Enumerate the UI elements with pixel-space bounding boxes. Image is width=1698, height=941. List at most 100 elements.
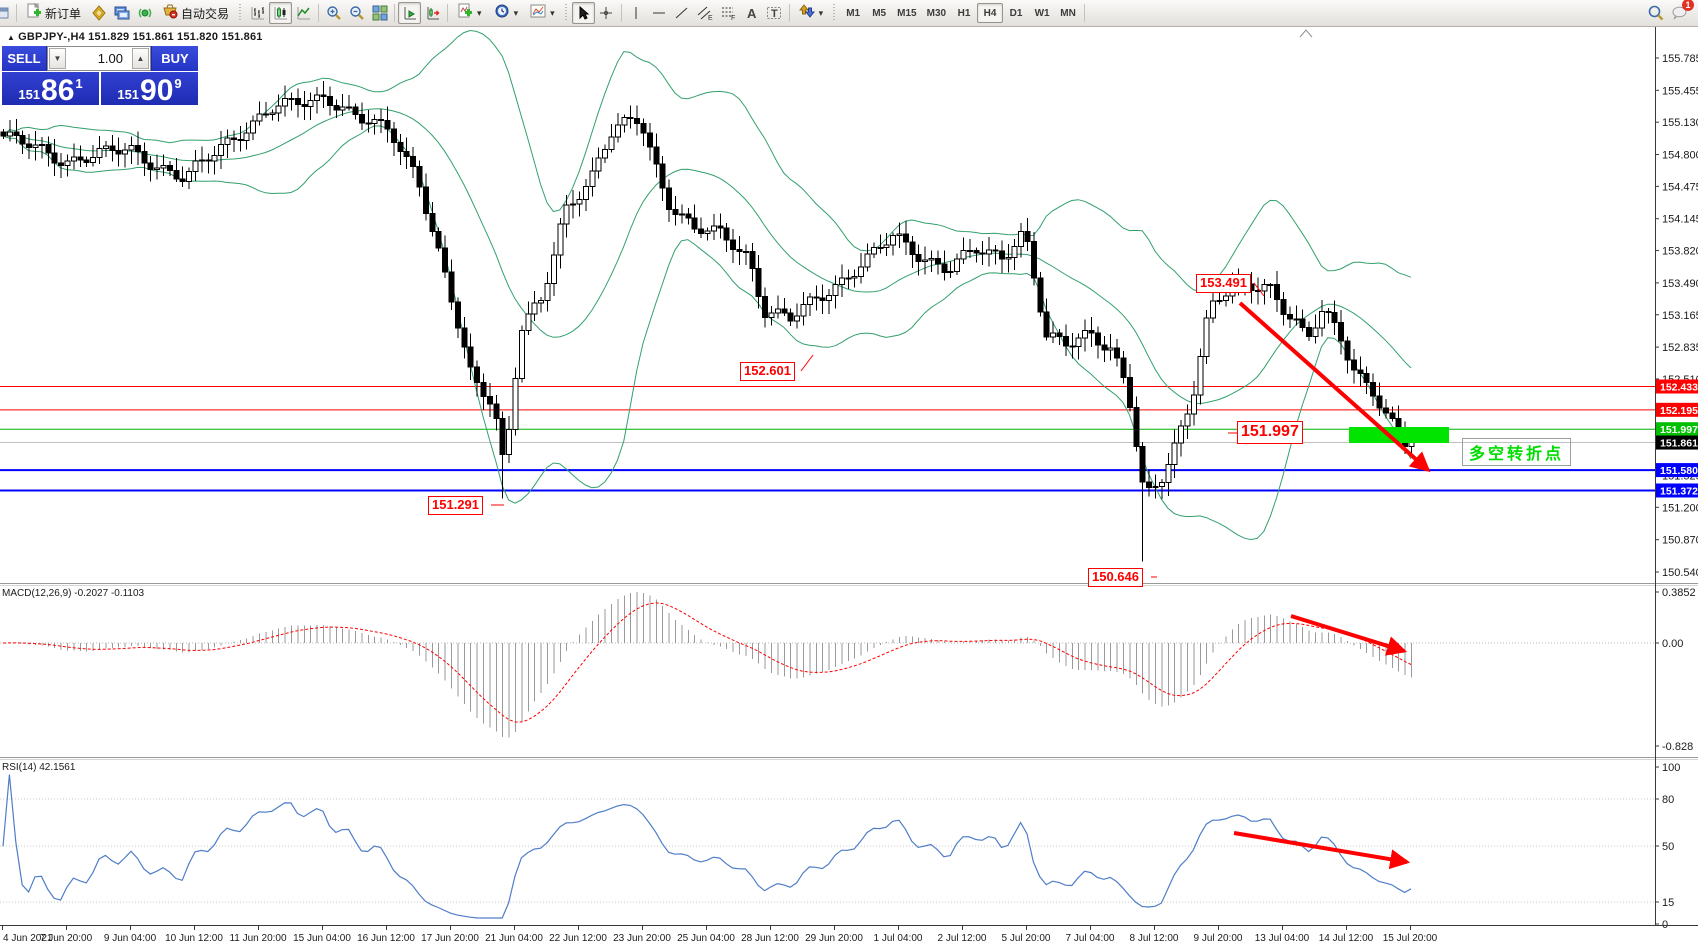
sell-button[interactable]: SELL: [2, 46, 47, 71]
sell-price-panel[interactable]: 151 86 1: [2, 72, 99, 106]
price-badge-label: 152.195: [1660, 405, 1698, 417]
zoom-out-icon[interactable]: [345, 2, 368, 24]
sell-price-pip: 1: [75, 76, 83, 91]
equidistant-channel-tool-icon[interactable]: E: [694, 2, 717, 24]
trendline-tool-icon[interactable]: [671, 2, 694, 24]
notifications-button[interactable]: 1: [1667, 0, 1694, 24]
bollinger-low: [2, 125, 1412, 541]
macd-histogram: [9, 592, 1412, 738]
buy-button[interactable]: BUY: [151, 46, 198, 71]
toolbar-separator: [788, 4, 790, 22]
zoom-in-icon[interactable]: [322, 2, 345, 24]
tf-m5-button[interactable]: M5: [872, 7, 887, 19]
favorites-icon[interactable]: [87, 2, 110, 24]
highlight-rectangle[interactable]: [1349, 427, 1449, 443]
new-order-button[interactable]: 新订单: [20, 2, 87, 24]
price-axis-label: 154.800: [1662, 150, 1698, 162]
terminal-icon[interactable]: [110, 2, 133, 24]
chart-bars-icon[interactable]: [246, 2, 269, 24]
chart-line-icon[interactable]: [292, 2, 315, 24]
price-badge-label: 151.997: [1660, 424, 1698, 436]
time-axis-label: 28 Jun 12:00: [741, 933, 799, 941]
svg-text:A: A: [747, 6, 757, 21]
macd-axis-label: 0.00: [1662, 638, 1683, 650]
dropdown-caret-icon: ▾: [550, 7, 555, 18]
buy-price-panel[interactable]: 151 90 9: [101, 72, 198, 107]
time-axis-label: 8 Jul 12:00: [1130, 933, 1179, 941]
time-axis-label: 25 Jun 04:00: [677, 933, 735, 941]
tile-windows-icon[interactable]: [368, 2, 391, 24]
time-axis-label: 7 Jul 04:00: [1066, 933, 1115, 941]
toolbar-separator: [1084, 4, 1086, 22]
trend-arrow[interactable]: [1233, 831, 1411, 870]
time-axis-label: 9 Jun 04:00: [104, 933, 157, 941]
sell-price-prefix: 151: [18, 87, 41, 102]
chart-shift-icon[interactable]: [421, 2, 444, 24]
horizontal-line-tool-icon[interactable]: [648, 2, 671, 24]
trend-arrow[interactable]: [1238, 301, 1431, 473]
tf-m15-button[interactable]: M15: [897, 7, 917, 19]
tf-h4-button[interactable]: H4: [977, 3, 1004, 23]
indicators-button[interactable]: ▾: [451, 2, 488, 24]
symbol-ohlc-line: ▲ GBPJPY-,H4 151.829 151.861 151.820 151.…: [7, 31, 263, 43]
crosshair-icon[interactable]: [595, 2, 618, 24]
price-axis-label: 155.455: [1662, 85, 1698, 97]
time-axis-label: 10 Jun 12:00: [165, 933, 223, 941]
trend-arrow[interactable]: [1290, 614, 1408, 656]
svg-text:F: F: [731, 15, 735, 21]
price-callout[interactable]: 151.997: [1237, 421, 1303, 444]
rsi-line: [2, 774, 1412, 919]
buy-price-big: 90: [140, 74, 174, 107]
price-callout[interactable]: 152.601: [740, 362, 795, 381]
dropdown-caret-icon: ▾: [818, 7, 824, 18]
price-axis-label: 151.200: [1662, 502, 1698, 514]
search-icon[interactable]: [1644, 2, 1667, 24]
time-axis-label: 15 Jul 20:00: [1383, 933, 1438, 941]
window-icon[interactable]: [0, 2, 13, 24]
auto-trading-button[interactable]: 自动交易: [156, 2, 235, 24]
tf-d1-button[interactable]: D1: [1009, 7, 1023, 19]
price-callout[interactable]: 151.291: [428, 496, 483, 515]
auto-scroll-icon[interactable]: [398, 2, 422, 24]
price-badge: [1656, 402, 1698, 417]
text-label-tool-icon[interactable]: T: [763, 2, 786, 24]
toolbar-grip: [832, 4, 838, 22]
price-callout[interactable]: 150.646: [1088, 568, 1143, 587]
periods-button[interactable]: ▾: [488, 2, 525, 24]
chart-text-annotation[interactable]: 多空转折点: [1462, 438, 1572, 466]
volume-down-button[interactable]: ▼: [49, 48, 66, 69]
tf-m1-button[interactable]: M1: [846, 7, 861, 19]
macd-indicator-label: MACD(12,26,9) -0.2027 -0.1103: [2, 588, 145, 599]
cursor-icon[interactable]: [571, 2, 595, 24]
templates-icon: [530, 3, 546, 24]
tf-mn-button[interactable]: MN: [1060, 7, 1076, 19]
vertical-line-tool-icon[interactable]: [625, 2, 648, 24]
price-axis-label: 155.130: [1662, 117, 1698, 129]
fibonacci-tool-icon[interactable]: F: [717, 2, 740, 24]
price-badge: [1656, 422, 1698, 437]
tf-m30-button[interactable]: M30: [926, 7, 947, 19]
text-tool-icon[interactable]: A: [740, 2, 763, 24]
toolbar-separator: [318, 4, 320, 22]
chart-shift-marker: [1299, 29, 1313, 38]
macd-signal-line: [2, 602, 1412, 723]
price-badge: [1656, 483, 1698, 498]
chart-candles-icon[interactable]: [269, 2, 293, 24]
price-axis-label: 153.490: [1662, 278, 1698, 290]
tf-h1-button[interactable]: H1: [957, 7, 971, 19]
toolbar-separator: [620, 4, 622, 22]
bollinger-up: [2, 29, 1412, 292]
arrows-objects-button[interactable]: ▾: [793, 2, 830, 24]
tf-w1-button[interactable]: W1: [1034, 7, 1050, 19]
rsi-axis-label: 15: [1662, 897, 1674, 909]
one-click-trading-widget: SELL ▼ 1.00 ▲ BUY 151 86 1 151 90 9: [2, 46, 198, 107]
signals-icon[interactable]: [133, 2, 156, 24]
buy-price-prefix: 151: [117, 87, 140, 102]
price-callout[interactable]: 153.491: [1196, 274, 1251, 293]
time-axis-label: 13 Jul 04:00: [1255, 933, 1310, 941]
bollinger-mid: [2, 108, 1412, 405]
volume-up-button[interactable]: ▲: [132, 48, 149, 69]
volume-value[interactable]: 1.00: [97, 51, 123, 66]
templates-button[interactable]: ▾: [524, 2, 561, 24]
